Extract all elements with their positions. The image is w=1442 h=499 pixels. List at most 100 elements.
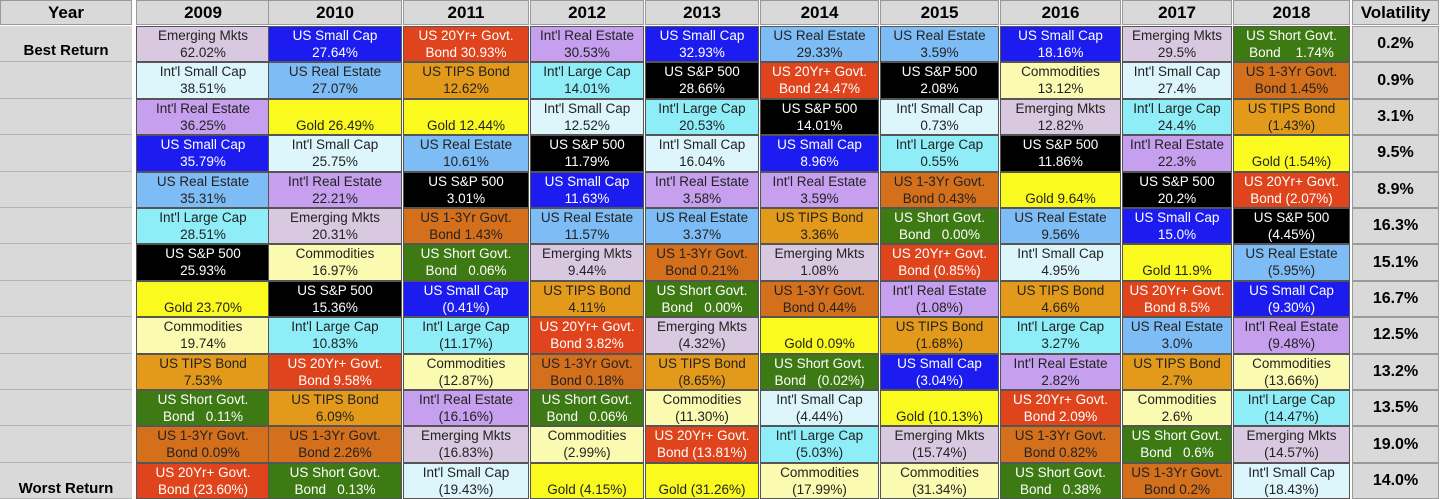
year-header: Year <box>0 0 132 25</box>
asset-return: Bond 8.5% <box>1143 299 1211 315</box>
asset-return: Gold 0.09% <box>784 336 855 352</box>
asset-cell: Emerging Mkts (4.32%) <box>645 317 759 354</box>
asset-return: Gold (31.26%) <box>658 481 746 497</box>
asset-cell: US S&P 500 (4.45%) <box>1233 208 1350 245</box>
asset-cell: Emerging Mkts 1.08% <box>760 244 879 281</box>
asset-name: US S&P 500 <box>428 173 504 189</box>
row-label-blank <box>0 390 132 427</box>
asset-return: 3.37% <box>682 227 722 242</box>
asset-name: Int'l Large Cap <box>1016 319 1105 335</box>
asset-return: 28.51% <box>180 227 226 242</box>
asset-cell: Int'l Small Cap (4.44%) <box>760 390 879 427</box>
asset-name: US Real Estate <box>1130 319 1224 335</box>
asset-name: Int'l Real Estate <box>654 173 750 189</box>
asset-return: 27.64% <box>312 45 358 60</box>
asset-cell: Commodities (2.99%) <box>530 426 644 463</box>
asset-cell: US 20Yr+ Govt. Bond 9.58% <box>268 353 402 390</box>
asset-return: 20.31% <box>312 227 358 242</box>
asset-name: US 1-3Yr Govt. <box>157 428 249 444</box>
volatility-value: 13.5% <box>1352 390 1439 427</box>
asset-name: US Short Govt. <box>289 464 381 480</box>
asset-name: US Small Cap <box>292 28 378 43</box>
asset-return: (4.45%) <box>1267 227 1316 242</box>
asset-name: Int'l Small Cap <box>776 392 863 407</box>
asset-cell: US 20Yr+ Govt. Bond (2.07%) <box>1233 171 1350 208</box>
asset-cell: Int'l Small Cap 25.75% <box>268 135 402 172</box>
asset-return: (18.43%) <box>1264 481 1319 497</box>
asset-name: US Real Estate <box>1014 210 1107 225</box>
asset-return: 2.7% <box>1161 372 1193 388</box>
asset-return: 3.01% <box>446 190 486 206</box>
asset-return: (8.65%) <box>678 372 726 388</box>
asset-return: 15.0% <box>1157 227 1197 242</box>
asset-return: 24.4% <box>1157 117 1197 133</box>
asset-return: 18.16% <box>1037 45 1084 60</box>
asset-cell: Int'l Small Cap 27.4% <box>1122 62 1232 99</box>
asset-name <box>881 391 998 408</box>
asset-cell: Int'l Large Cap 20.53% <box>645 98 759 136</box>
asset-return: (31.34%) <box>912 481 967 497</box>
asset-name <box>1123 245 1231 262</box>
year-header-2010: 2010 <box>268 0 402 25</box>
worst-return-label: Worst Return <box>0 462 132 499</box>
asset-cell: US Short Govt. Bond 0.00% <box>880 208 999 245</box>
year-header-2017: 2017 <box>1122 0 1232 25</box>
asset-name: US 20Yr+ Govt. <box>1013 392 1108 407</box>
asset-cell: US Short Govt. Bond 0.00% <box>645 280 759 318</box>
asset-name: US Real Estate <box>655 210 749 225</box>
asset-name: US S&P 500 <box>781 100 858 116</box>
asset-name: US Short Govt. <box>1015 464 1106 480</box>
asset-cell: US Real Estate 3.59% <box>880 26 999 63</box>
asset-cell: Int'l Small Cap 0.73% <box>880 98 999 136</box>
asset-return: Bond 0.38% <box>1019 481 1102 497</box>
asset-return: 16.97% <box>312 263 358 279</box>
asset-name: US TIPS Bond <box>159 355 247 371</box>
asset-cell: US TIPS Bond 7.53% <box>136 353 270 390</box>
asset-name: US TIPS Bond <box>422 64 510 80</box>
year-header-2016: 2016 <box>1000 0 1121 25</box>
asset-return: (13.66%) <box>1264 372 1319 388</box>
asset-name: Int'l Small Cap <box>658 137 746 153</box>
asset-cell: US Small Cap 18.16% <box>1000 26 1121 63</box>
year-header-2009: 2009 <box>136 0 270 25</box>
asset-name: Emerging Mkts <box>541 246 633 262</box>
row-label-blank <box>0 426 132 463</box>
asset-name: US Real Estate <box>1245 246 1338 262</box>
asset-return: Bond 1.74% <box>1249 45 1334 60</box>
asset-cell: Int'l Large Cap 14.01% <box>530 62 644 99</box>
asset-cell: Int'l Real Estate 22.21% <box>268 171 402 208</box>
asset-name: Int'l Real Estate <box>892 282 987 298</box>
asset-return: Gold 11.9% <box>1142 263 1212 279</box>
asset-cell: US Small Cap 32.93% <box>645 26 759 63</box>
asset-return: 12.52% <box>564 117 610 133</box>
asset-return: Gold (10.13%) <box>895 409 984 424</box>
asset-name: Int'l Small Cap <box>1248 464 1335 480</box>
asset-cell: US Short Govt. Bond 0.38% <box>1000 462 1121 499</box>
asset-name: Commodities <box>662 392 742 407</box>
asset-cell: US Real Estate 11.57% <box>530 208 644 245</box>
asset-cell: Commodities 2.6% <box>1122 390 1232 427</box>
asset-cell: Gold (10.13%) <box>880 390 999 427</box>
asset-cell: Int'l Real Estate 2.82% <box>1000 353 1121 390</box>
asset-name: US Short Govt. <box>1246 28 1337 43</box>
asset-return: 30.53% <box>564 45 610 60</box>
asset-return: 12.82% <box>1037 117 1084 133</box>
asset-return: 9.56% <box>1041 227 1080 242</box>
asset-cell: US Real Estate 9.56% <box>1000 208 1121 245</box>
asset-return: Bond 0.2% <box>1143 481 1211 497</box>
asset-cell: Int'l Real Estate (1.08%) <box>880 280 999 318</box>
asset-return: 28.66% <box>679 81 725 97</box>
asset-return: 62.02% <box>180 45 226 60</box>
asset-return: Gold (1.54%) <box>1251 154 1332 170</box>
asset-name: Commodities <box>426 355 506 371</box>
asset-name: US Small Cap <box>1018 28 1103 43</box>
asset-return: Bond (23.60%) <box>157 481 249 497</box>
asset-return: 4.11% <box>568 299 606 315</box>
asset-cell: Int'l Large Cap (5.03%) <box>760 426 879 463</box>
asset-name: US S&P 500 <box>549 137 625 153</box>
asset-cell: Int'l Real Estate 36.25% <box>136 98 270 136</box>
asset-name: Int'l Small Cap <box>1133 64 1221 80</box>
asset-return: 35.79% <box>180 154 226 170</box>
asset-cell: US Small Cap 15.0% <box>1122 208 1232 245</box>
asset-return: Bond 9.58% <box>298 372 372 388</box>
